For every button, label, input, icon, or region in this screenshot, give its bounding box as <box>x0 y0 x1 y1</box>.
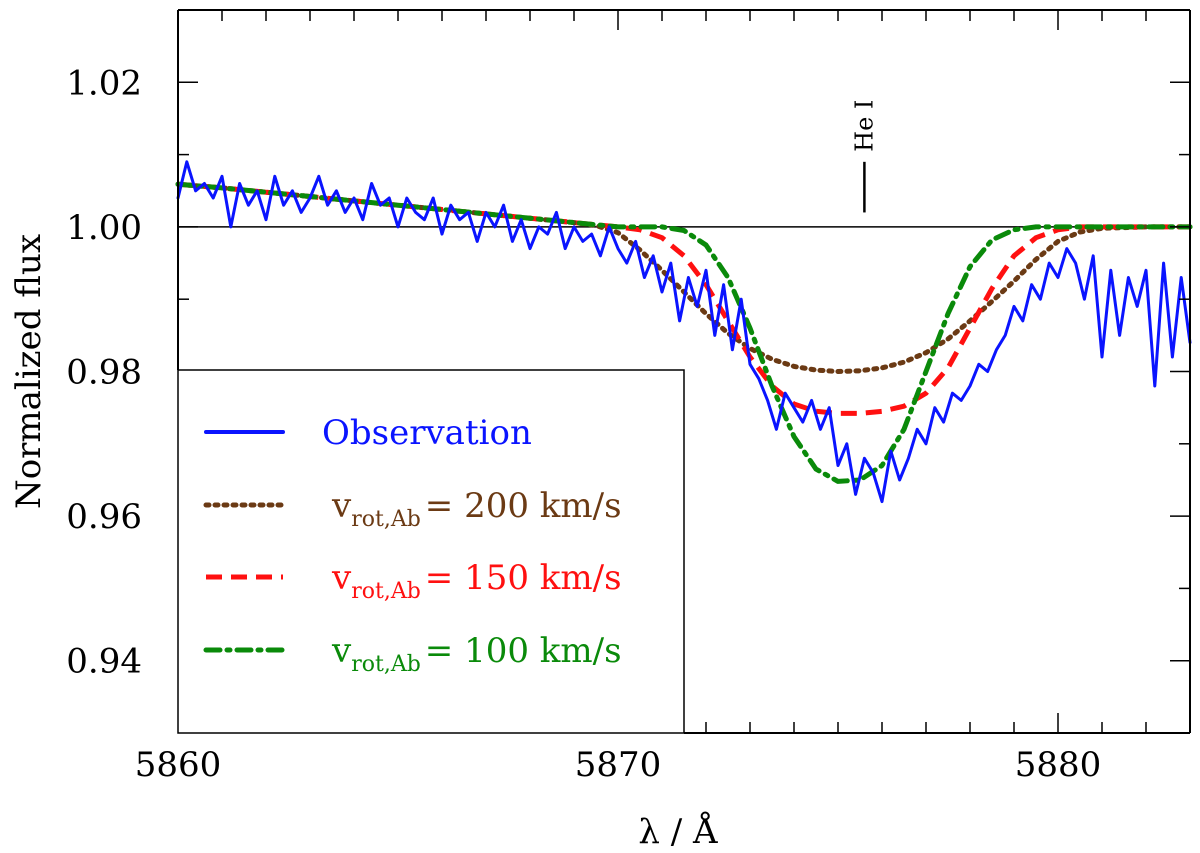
x-tick-label: 5870 <box>575 745 662 785</box>
y-tick-label: 0.96 <box>66 497 142 537</box>
legend-label-subscript: rot,Ab <box>351 652 421 677</box>
legend-label-m150: vrot,Ab = 150 km/s <box>331 558 622 604</box>
annotation-label: He I <box>850 100 878 152</box>
legend-label-var: v <box>331 558 352 598</box>
legend-label-var: v <box>331 486 352 526</box>
x-tick-label: 5860 <box>135 745 222 785</box>
y-axis-label: Normalized flux <box>9 234 49 509</box>
series-line-m200 <box>175 181 1193 374</box>
legend-label-value: = 150 km/s <box>425 558 622 598</box>
legend-label-m200: vrot,Ab = 200 km/s <box>331 486 622 532</box>
legend-label-obs: Observation <box>322 413 532 453</box>
legend-label-subscript: rot,Ab <box>351 579 421 604</box>
annotation-layer: He I <box>850 100 878 213</box>
x-axis-label: λ / Å <box>638 811 718 852</box>
y-tick-label: 1.02 <box>66 63 142 103</box>
legend-label-var: v <box>331 631 352 671</box>
legend-label-m100: vrot,Ab = 100 km/s <box>331 631 622 677</box>
axes-layer: 5860 5870 5880 0.94 0.96 0.98 1.00 1.02 λ / Å Nor… <box>9 9 1191 852</box>
y-tick-label: 0.94 <box>66 642 142 682</box>
y-tick-label: 1.00 <box>66 208 142 248</box>
series-line-obs <box>176 160 1192 504</box>
series-layer <box>175 160 1193 504</box>
y-tick-label: 0.98 <box>66 353 142 393</box>
legend-label-subscript: rot,Ab <box>351 507 421 532</box>
legend-label-value: = 100 km/s <box>425 631 622 671</box>
x-tick-label: 5880 <box>1015 745 1102 785</box>
legend-label-value: = 200 km/s <box>425 486 622 526</box>
